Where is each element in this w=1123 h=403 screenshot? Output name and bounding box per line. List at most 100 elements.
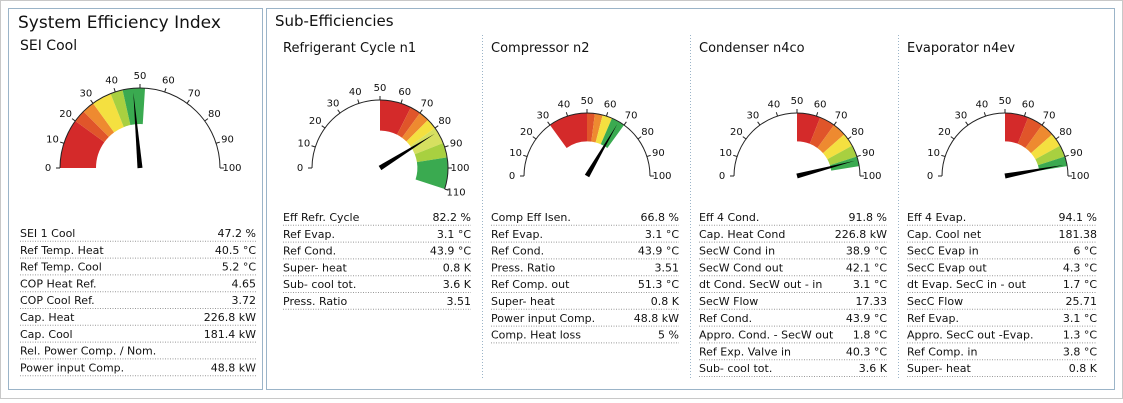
gauge-tick-label: 40: [349, 87, 362, 98]
row-label: Ref Exp. Valve in: [699, 345, 791, 358]
row-label: Ref Comp. in: [907, 345, 977, 358]
gauge-band: [1017, 117, 1043, 148]
gauge-tick-label: 40: [105, 76, 118, 87]
gauge-tick-label: 10: [927, 148, 940, 159]
row-value: 40.5 °C: [215, 244, 256, 257]
row-label: Power input Comp.: [20, 361, 124, 374]
panel-title: Sub-Efficiencies: [275, 12, 394, 30]
gauge-tick-label: 20: [938, 127, 951, 138]
gauge-tick-label: 90: [652, 148, 665, 159]
gauge-tick: [965, 121, 969, 126]
gauge-tick: [847, 136, 852, 140]
gauge-tick-label: 60: [1022, 100, 1035, 111]
row-value: 5.2 °C: [222, 261, 256, 274]
row-value: 3.51: [655, 261, 680, 274]
gauge-tick-label: 20: [520, 127, 533, 138]
gauge-tick-label: 60: [814, 100, 827, 111]
gauge-tick-label: 50: [374, 83, 387, 94]
gauge-tick-label: 20: [59, 109, 72, 120]
row-value: 43.9 °C: [430, 245, 471, 258]
gauge-tick: [186, 99, 190, 104]
row-label: Ref Comp. out: [491, 278, 570, 291]
gauge-tick: [637, 136, 642, 140]
gauge-tick-label: 60: [162, 76, 175, 87]
row-value: 3.1 °C: [1063, 312, 1097, 325]
gauge-tick: [565, 112, 569, 117]
gauge-band: [380, 100, 411, 135]
gauge-tick: [547, 121, 551, 126]
row-value: 47.2 %: [218, 227, 256, 240]
row-label: Ref Temp. Cool: [20, 261, 102, 274]
gauge-needle: [584, 124, 618, 178]
gauge-tick: [444, 188, 449, 191]
row-value: 51.3 °C: [638, 278, 679, 291]
gauge-tick-label: 80: [208, 109, 221, 120]
row-value: 82.2 %: [433, 211, 471, 224]
row-value: 226.8 kW: [204, 311, 256, 324]
row-value: 3.6 K: [443, 278, 472, 291]
gauge-band: [414, 142, 448, 163]
gauge-title: SEI Cool: [20, 38, 77, 54]
row-label: Ref Evap.: [491, 228, 543, 241]
row-value: 91.8 %: [849, 211, 887, 224]
row-label: Cap. Cool: [20, 328, 73, 341]
row-label: Ref Cond.: [491, 245, 544, 258]
gauge-tick-label: 40: [975, 100, 988, 111]
gauge-tick-label: 0: [297, 163, 303, 174]
gauge-tick: [1064, 154, 1069, 158]
row-label: Cap. Heat Cond: [699, 228, 785, 241]
row-value: 48.8 kW: [211, 361, 256, 374]
gauge-tick-label: 50: [791, 96, 804, 107]
row-value: 3.6 K: [859, 362, 888, 375]
row-value: 25.71: [1066, 295, 1098, 308]
gauge-tick: [444, 145, 449, 148]
row-value: 48.8 kW: [634, 312, 679, 325]
gauge-tick-label: 30: [537, 110, 550, 121]
gauge-band: [1035, 145, 1065, 166]
row-label: SecW Cond in: [699, 245, 775, 258]
gauge-tick: [856, 154, 861, 158]
row-value: 38.9 °C: [846, 245, 887, 258]
gauge-tick: [623, 121, 627, 126]
gauge-tick-label: 100: [862, 171, 881, 182]
row-label: Ref Temp. Heat: [20, 244, 104, 257]
row-label: Super- heat: [491, 295, 555, 308]
gauge-arc: [311, 99, 449, 190]
gauge-tick-label: 10: [46, 135, 59, 146]
gauge-title: Condenser n4co: [699, 41, 805, 56]
row-label: Cap. Cool net: [907, 228, 982, 241]
gauge-needle: [1004, 164, 1064, 179]
row-label: Ref Cond.: [699, 312, 752, 325]
gauge-tick: [59, 141, 65, 144]
gauge-tick: [1055, 136, 1060, 140]
row-label: Press. Ratio: [491, 261, 555, 274]
row-label: Power input Comp.: [491, 312, 595, 325]
gauge-band: [401, 112, 429, 142]
gauge-tick: [941, 154, 946, 158]
gauge-tick: [204, 118, 209, 122]
gauge-tick-label: 70: [835, 110, 848, 121]
gauge-band: [587, 113, 595, 142]
gauge-title: Evaporator n4ev: [907, 41, 1015, 56]
row-value: 4.3 °C: [1063, 261, 1097, 274]
panel: [266, 8, 1115, 390]
row-value: 43.9 °C: [846, 312, 887, 325]
gauge-tick: [757, 121, 761, 126]
gauge-tick: [523, 154, 528, 158]
gauge-tick-label: 90: [862, 148, 875, 159]
gauge-band: [1025, 125, 1053, 154]
gauge-tick: [311, 145, 316, 148]
row-label: Ref Cond.: [283, 245, 336, 258]
gauge-tick-label: 80: [641, 127, 654, 138]
gauge-tick: [833, 121, 837, 126]
gauge-tick: [1041, 121, 1045, 126]
gauge-band: [60, 120, 105, 168]
row-label: Sub- cool tot.: [283, 278, 356, 291]
gauge-tick: [113, 87, 116, 93]
gauge-tick-label: 110: [447, 188, 466, 199]
row-label: Appro. Cond. - SecW out: [699, 329, 834, 342]
gauge-tick: [1023, 112, 1027, 117]
gauge-tick-label: 80: [1059, 127, 1072, 138]
row-label: SecC Evap in: [907, 245, 979, 258]
